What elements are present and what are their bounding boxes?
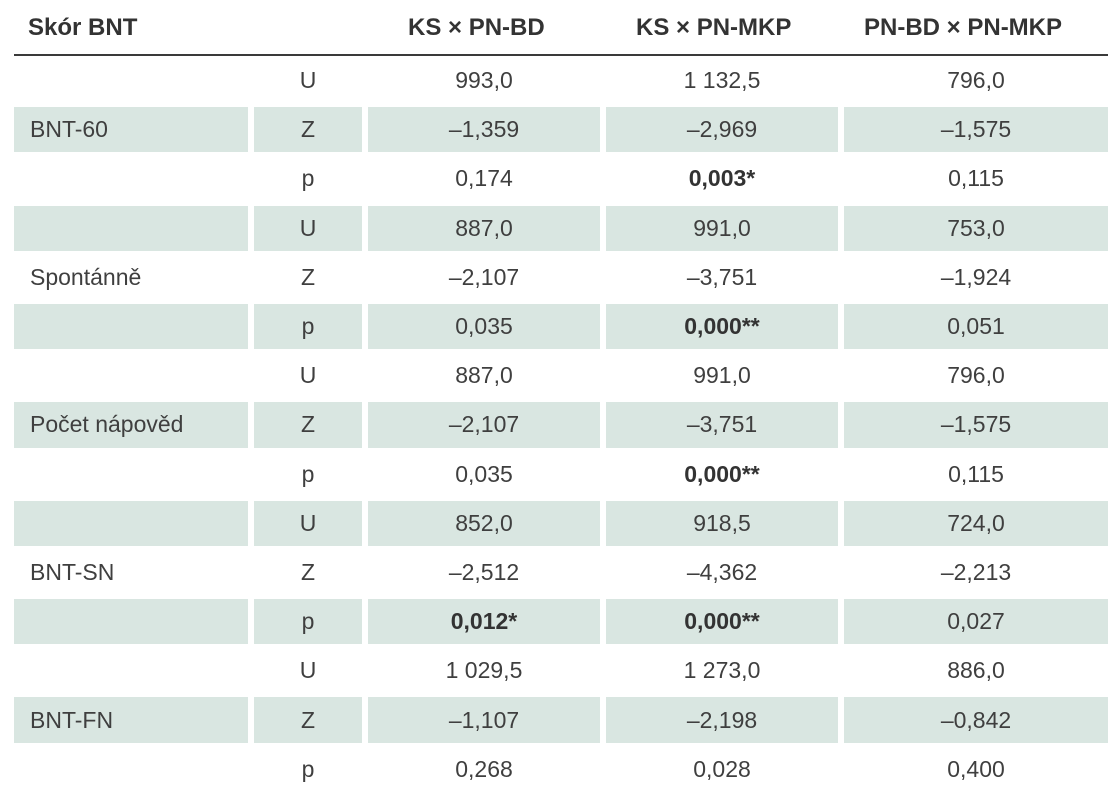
table-row: p 0,012* 0,000** 0,027 bbox=[14, 597, 1108, 646]
value-ks-pnbd: 0,012* bbox=[368, 599, 600, 645]
stat-cell: Z bbox=[254, 697, 362, 743]
value-ks-pnmkp: 0,000** bbox=[606, 599, 838, 645]
value-ks-pnbd: 0,035 bbox=[455, 460, 513, 487]
stat-cell: Z bbox=[300, 263, 316, 290]
row-label bbox=[14, 747, 248, 792]
value-ks-pnbd: 887,0 bbox=[455, 362, 513, 389]
value-ks-pnbd: 1 029,5 bbox=[445, 657, 523, 684]
stat-cell: Z bbox=[300, 558, 316, 585]
stat-cell: U bbox=[299, 67, 317, 94]
value-pnbd-pnmkp: 796,0 bbox=[947, 362, 1005, 389]
stat-cell: U bbox=[254, 500, 362, 546]
table-row: p 0,174 0,003* 0,115 bbox=[14, 154, 1108, 203]
value-ks-pnbd: –1,359 bbox=[368, 107, 600, 153]
value-pnbd-pnmkp: –0,842 bbox=[844, 697, 1108, 743]
value-pnbd-pnmkp: 753,0 bbox=[844, 205, 1108, 251]
header-ks-pnbd: KS × PN-BD bbox=[408, 14, 545, 41]
table-row: U 993,0 1 132,5 796,0 bbox=[14, 56, 1108, 105]
value-ks-pnbd: –1,107 bbox=[368, 697, 600, 743]
value-pnbd-pnmkp: 724,0 bbox=[844, 500, 1108, 546]
value-pnbd-pnmkp: –2,213 bbox=[940, 558, 1012, 585]
value-ks-pnmkp: 918,5 bbox=[606, 500, 838, 546]
row-label: Spontánně bbox=[30, 263, 142, 290]
stat-cell: U bbox=[254, 205, 362, 251]
value-pnbd-pnmkp: 886,0 bbox=[947, 657, 1005, 684]
value-ks-pnbd: –2,107 bbox=[448, 263, 520, 290]
row-label bbox=[14, 599, 248, 645]
value-ks-pnbd: 0,174 bbox=[455, 165, 513, 192]
row-label: BNT-SN bbox=[30, 558, 115, 585]
row-label: BNT-60 bbox=[14, 107, 248, 153]
stat-cell: U bbox=[299, 362, 317, 389]
value-ks-pnmkp: 1 273,0 bbox=[683, 657, 761, 684]
value-pnbd-pnmkp: 0,115 bbox=[948, 165, 1004, 192]
results-table: Skór BNT KS × PN-BD KS × PN-MKP PN-BD × … bbox=[14, 0, 1108, 794]
value-ks-pnmkp: 991,0 bbox=[693, 362, 751, 389]
row-label bbox=[14, 303, 248, 350]
table-row: U 1 029,5 1 273,0 886,0 bbox=[14, 646, 1108, 695]
stat-cell: p bbox=[254, 599, 362, 645]
value-ks-pnbd: 0,268 bbox=[455, 755, 513, 782]
table-row: p 0,035 0,000** 0,051 bbox=[14, 302, 1108, 351]
row-label: BNT-FN bbox=[14, 697, 248, 743]
value-ks-pnbd: 852,0 bbox=[368, 500, 600, 546]
value-pnbd-pnmkp: 0,115 bbox=[948, 460, 1004, 487]
table-row: p 0,035 0,000** 0,115 bbox=[14, 450, 1108, 499]
value-ks-pnmkp: 0,003* bbox=[688, 165, 756, 192]
header-score: Skór BNT bbox=[28, 14, 138, 41]
value-ks-pnmkp: –3,751 bbox=[606, 402, 838, 448]
row-label bbox=[14, 205, 248, 251]
value-ks-pnmkp: –2,198 bbox=[606, 697, 838, 743]
value-ks-pnmkp: –2,969 bbox=[606, 107, 838, 153]
table-row: p 0,268 0,028 0,400 bbox=[14, 745, 1108, 794]
header-ks-pnmkp: KS × PN-MKP bbox=[636, 14, 792, 41]
value-pnbd-pnmkp: –1,924 bbox=[940, 263, 1012, 290]
table-body: U 993,0 1 132,5 796,0 BNT-60 Z –1,359 –2,969 –1,… bbox=[14, 56, 1108, 794]
value-pnbd-pnmkp: 796,0 bbox=[947, 67, 1005, 94]
row-label bbox=[14, 58, 248, 103]
value-ks-pnbd: 887,0 bbox=[368, 205, 600, 251]
value-ks-pnbd: –2,107 bbox=[368, 402, 600, 448]
value-ks-pnmkp: 991,0 bbox=[606, 205, 838, 251]
row-label bbox=[14, 500, 248, 546]
table-row: BNT-FN Z –1,107 –2,198 –0,842 bbox=[14, 695, 1108, 744]
value-ks-pnmkp: 0,028 bbox=[693, 755, 751, 782]
row-label bbox=[14, 452, 248, 497]
stat-cell: p bbox=[301, 165, 315, 192]
table-row: Spontánně Z –2,107 –3,751 –1,924 bbox=[14, 253, 1108, 302]
table-row: BNT-SN Z –2,512 –4,362 –2,213 bbox=[14, 548, 1108, 597]
value-pnbd-pnmkp: –1,575 bbox=[844, 107, 1108, 153]
stat-cell: U bbox=[299, 657, 317, 684]
header-pnbd-pnmkp: PN-BD × PN-MKP bbox=[864, 14, 1063, 41]
stat-cell: p bbox=[301, 755, 315, 782]
stat-cell: Z bbox=[254, 402, 362, 448]
table-row: U 887,0 991,0 796,0 bbox=[14, 351, 1108, 400]
value-ks-pnbd: –2,512 bbox=[448, 558, 520, 585]
value-pnbd-pnmkp: 0,051 bbox=[844, 303, 1108, 350]
row-label: Počet nápověd bbox=[14, 402, 248, 448]
row-label bbox=[14, 156, 248, 201]
value-ks-pnbd: 993,0 bbox=[455, 67, 513, 94]
table-row: BNT-60 Z –1,359 –2,969 –1,575 bbox=[14, 105, 1108, 154]
value-pnbd-pnmkp: –1,575 bbox=[844, 402, 1108, 448]
table-header: Skór BNT KS × PN-BD KS × PN-MKP PN-BD × … bbox=[14, 0, 1108, 56]
stat-cell: p bbox=[254, 303, 362, 350]
stat-cell: Z bbox=[254, 107, 362, 153]
value-ks-pnmkp: 0,000** bbox=[606, 303, 838, 350]
value-ks-pnbd: 0,035 bbox=[368, 303, 600, 350]
value-pnbd-pnmkp: 0,400 bbox=[947, 755, 1005, 782]
stat-cell: p bbox=[301, 460, 315, 487]
value-ks-pnmkp: –3,751 bbox=[686, 263, 758, 290]
value-ks-pnmkp: 0,000** bbox=[684, 460, 760, 487]
table-row: Počet nápověd Z –2,107 –3,751 –1,575 bbox=[14, 400, 1108, 449]
row-label bbox=[14, 353, 248, 398]
table-row: U 887,0 991,0 753,0 bbox=[14, 204, 1108, 253]
row-label bbox=[14, 648, 248, 693]
table-row: U 852,0 918,5 724,0 bbox=[14, 499, 1108, 548]
value-pnbd-pnmkp: 0,027 bbox=[844, 599, 1108, 645]
value-ks-pnmkp: –4,362 bbox=[686, 558, 758, 585]
value-ks-pnmkp: 1 132,5 bbox=[683, 67, 761, 94]
